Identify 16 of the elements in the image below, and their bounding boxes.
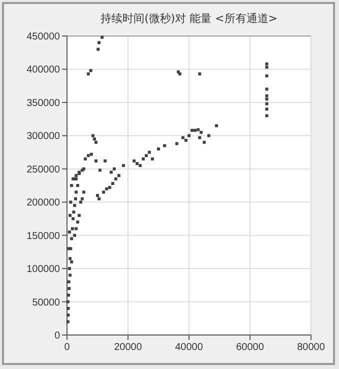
x-tick-label: 40000 [175,342,204,353]
chart-title: 持续时间(微秒)对 能量 <所有通道> [100,12,278,25]
y-tick-label: 50000 [32,297,60,308]
y-tick-label: 450000 [26,32,60,42]
x-tick-label: 20000 [114,342,142,353]
y-tick-label: 250000 [26,164,60,176]
y-tick-label: 150000 [26,230,60,242]
x-tick-label: 80000 [297,342,326,353]
y-tick-label: 400000 [26,64,60,76]
y-tick-label: 300000 [26,131,60,142]
y-tick-label: 350000 [26,98,60,109]
y-tick-label: 0 [54,330,60,342]
y-tick-label: 100000 [26,264,60,276]
x-tick-label: 60000 [236,342,264,353]
y-tick-label: 200000 [26,198,60,209]
x-tick-label: 0 [64,342,70,353]
